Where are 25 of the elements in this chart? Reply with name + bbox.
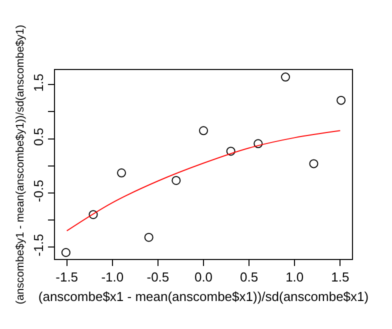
point xyxy=(254,139,263,148)
x-tick-label: -1.0 xyxy=(101,270,124,285)
point xyxy=(172,176,181,185)
point xyxy=(61,248,70,257)
x-tick-label: -0.5 xyxy=(146,270,170,285)
x-tick-label: 1.0 xyxy=(286,270,304,285)
x-tick-label: 1.5 xyxy=(331,270,350,285)
point xyxy=(88,210,98,220)
point xyxy=(226,146,236,156)
point xyxy=(336,96,346,105)
point xyxy=(309,159,318,168)
y-tick-label: 0.5 xyxy=(30,128,46,146)
point xyxy=(199,126,208,136)
x-tick-label: 0.5 xyxy=(240,270,258,285)
point xyxy=(144,232,154,242)
y-axis-title: (anscombe$y1 - mean(anscombe$y1))/sd(anscombe$y1) xyxy=(14,24,26,304)
x-tick-label: -1.5 xyxy=(56,270,78,285)
line-series xyxy=(66,130,341,232)
x-axis-title: (anscombe$x1 - mean(anscombe$x1))/sd(anscombe$x1) xyxy=(38,289,369,304)
x-tick-label: 0.0 xyxy=(194,270,213,285)
y-tick-label: -1.5 xyxy=(30,234,46,256)
point xyxy=(117,168,126,178)
y-tick-label: 1.5 xyxy=(30,74,46,92)
point xyxy=(280,72,290,82)
y-tick-label: -0.5 xyxy=(30,180,46,202)
